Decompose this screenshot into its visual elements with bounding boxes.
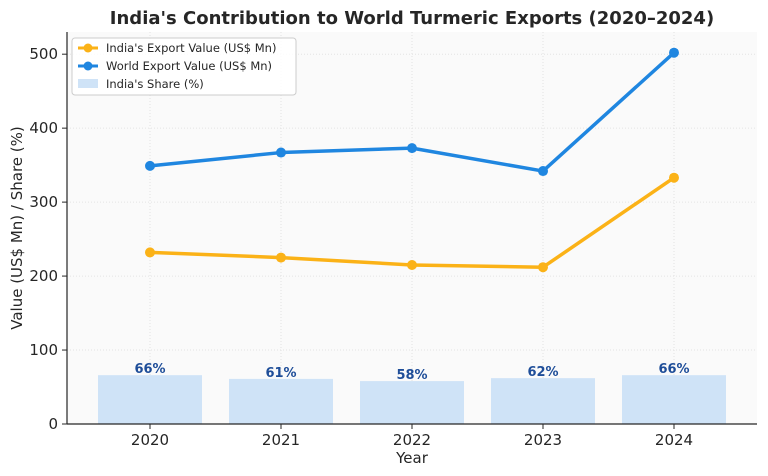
y-tick-label: 200 xyxy=(29,267,58,285)
x-tick-label: 2024 xyxy=(655,431,693,449)
bar-india-share xyxy=(229,378,333,424)
x-axis-title: Year xyxy=(395,449,429,467)
bar-india-share xyxy=(98,375,202,424)
legend-marker-india-export xyxy=(83,43,93,53)
legend: India's Export Value (US$ Mn) World Expo… xyxy=(71,37,297,96)
bar-layer xyxy=(98,375,726,424)
bar-data-label: 66% xyxy=(658,362,689,377)
legend-box xyxy=(71,37,297,96)
point-india-export xyxy=(276,252,286,263)
bar-india-share xyxy=(622,375,726,424)
y-tick-label: 400 xyxy=(29,119,58,137)
y-tick-label: 0 xyxy=(48,415,58,433)
legend-label-india-share: India's Share (%) xyxy=(106,77,204,91)
point-india-export xyxy=(145,247,155,258)
axis-layer: 0 100 200 300 400 500 2020 2021 2022 2023 2024 xyxy=(29,32,757,449)
x-tick-label: 2023 xyxy=(524,431,562,449)
chart-title: India's Contribution to World Turmeric E… xyxy=(110,8,714,29)
bar-india-share xyxy=(491,378,595,424)
x-tick-label: 2020 xyxy=(131,431,169,449)
bar-data-label: 62% xyxy=(527,365,558,380)
point-world-export xyxy=(276,147,286,158)
y-tick-label: 500 xyxy=(29,45,58,63)
legend-marker-world-export xyxy=(83,61,93,71)
legend-swatch-india-share xyxy=(78,79,98,88)
y-tick-label: 100 xyxy=(29,341,58,359)
x-tick-label: 2021 xyxy=(262,431,300,449)
point-world-export xyxy=(145,160,155,171)
point-world-export xyxy=(538,166,548,177)
bar-data-label: 61% xyxy=(265,366,296,381)
y-tick-label: 300 xyxy=(29,193,58,211)
legend-label-world-export: World Export Value (US$ Mn) xyxy=(106,59,272,73)
bar-data-label: 66% xyxy=(134,362,165,377)
point-india-export xyxy=(407,259,417,270)
point-world-export xyxy=(669,47,679,58)
bar-data-label: 58% xyxy=(396,368,427,383)
bar-india-share xyxy=(360,381,464,424)
point-india-export xyxy=(538,262,548,273)
x-tick-label: 2022 xyxy=(393,431,431,449)
point-india-export xyxy=(669,172,679,183)
point-world-export xyxy=(407,143,417,154)
point-layer xyxy=(145,47,679,273)
legend-label-india-export: India's Export Value (US$ Mn) xyxy=(106,41,276,55)
label-layer: 66% 61% 58% 62% 66% xyxy=(134,362,689,383)
y-axis-title: Value (US$ Mn) / Share (%) xyxy=(8,126,26,330)
